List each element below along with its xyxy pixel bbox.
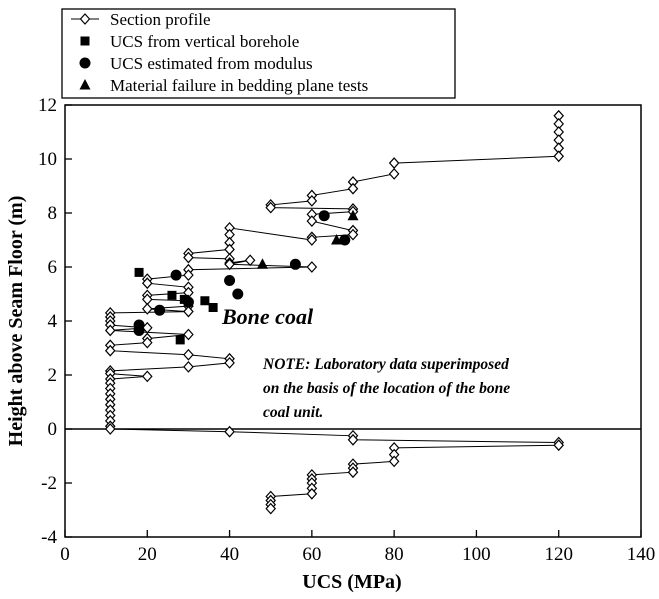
x-tick-label: 120 — [544, 544, 573, 565]
ucs-modulus-point — [339, 234, 351, 246]
section-profile-point — [306, 194, 318, 207]
ucs-borehole-point — [200, 296, 210, 306]
legend-label-ucs-from-modulus: UCS estimated from modulus — [110, 54, 313, 73]
section-profile-point — [347, 433, 359, 446]
section-profile-point — [183, 348, 194, 361]
ucs-modulus-point — [289, 258, 301, 270]
annotation-note-line-2: on the basis of the location of the bone — [263, 380, 510, 397]
ticks-layer: 0 20 40 60 80 100 120 140 -4 -2 0 2 4 6 8 10 12 — [38, 95, 655, 565]
legend-key-section-profile-point — [79, 13, 91, 25]
legend-label-bedding-plane-failure: Material failure in bedding plane tests — [110, 76, 368, 95]
y-tick-label: 6 — [48, 257, 58, 278]
x-tick-label: 0 — [60, 544, 70, 565]
ucs-borehole-point — [175, 335, 185, 345]
section-profile-point — [141, 370, 153, 383]
section-profile-point — [347, 466, 359, 479]
legend-keys — [71, 13, 99, 90]
section-profile-point — [265, 502, 277, 515]
section-profile-point — [388, 455, 400, 468]
x-tick-label: 140 — [627, 544, 656, 565]
section-profile-point — [183, 251, 194, 264]
x-tick-label: 40 — [220, 544, 239, 565]
ucs-borehole-point — [167, 290, 177, 300]
annotation-note-line-1: NOTE: Laboratory data superimposed — [262, 356, 509, 373]
section-profile-point — [347, 182, 359, 195]
x-tick-label: 80 — [385, 544, 404, 565]
y-axis-title: Height above Seam Floor (m) — [5, 196, 27, 447]
x-axis-title: UCS (MPa) — [302, 571, 401, 593]
ucs-modulus-point — [224, 275, 236, 286]
y-tick-label: 2 — [48, 365, 58, 386]
section-profile-point — [265, 201, 277, 214]
section-profile-point — [104, 423, 116, 435]
section-profile-point — [306, 215, 318, 227]
legend-label-section-profile: Section profile — [110, 10, 211, 29]
legend-key-ucs-modulus-point — [79, 57, 91, 69]
bedding-failure-point — [256, 258, 268, 269]
section-profile-point — [224, 356, 235, 369]
ucs-modulus-point — [232, 288, 244, 300]
y-tick-label: 8 — [48, 203, 58, 224]
y-tick-label: 10 — [38, 149, 57, 170]
bedding-failure-point — [347, 209, 359, 221]
ucs-borehole-point — [134, 267, 144, 277]
section-profile-point — [104, 344, 116, 357]
annotation-note-line-3: coal unit. — [263, 404, 323, 421]
x-tick-label: 100 — [462, 544, 491, 565]
section-profile-point — [141, 336, 153, 349]
legend: Section profile UCS from vertical boreho… — [61, 8, 456, 99]
y-tick-label: 12 — [38, 95, 57, 116]
ucs-modulus-point — [170, 269, 182, 281]
section-profile-point — [224, 258, 235, 271]
section-profile-line — [109, 115, 560, 509]
ucs-modulus-point — [133, 324, 145, 336]
section-profile-point — [553, 150, 565, 163]
section-profile-point — [306, 234, 318, 246]
section-profile-point — [388, 157, 400, 169]
y-tick-label: 4 — [48, 311, 58, 332]
annotation-bone-coal: Bone coal — [221, 304, 314, 329]
section-profile-point — [553, 439, 565, 452]
legend-key-ucs-borehole-point — [80, 36, 90, 46]
section-profile-point — [104, 324, 116, 337]
bedding-failure-point — [331, 234, 343, 245]
ucs-modulus-point — [318, 210, 330, 222]
section-profile-point — [224, 243, 235, 256]
series-layer — [104, 109, 565, 515]
legend-box — [61, 8, 456, 99]
y-tick-label: -2 — [41, 473, 57, 494]
y-tick-label: -4 — [41, 527, 57, 548]
section-profile-point — [306, 487, 318, 500]
section-profile-point — [183, 328, 194, 341]
section-profile-point — [183, 269, 194, 281]
section-profile-point — [306, 261, 318, 273]
x-tick-label: 20 — [138, 544, 157, 565]
section-profile-point — [183, 305, 194, 318]
ucs-borehole-point — [208, 303, 218, 312]
section-profile-point — [183, 361, 194, 373]
section-profile-point — [224, 425, 235, 438]
section-profile-point — [141, 277, 153, 290]
legend-label-ucs-vertical-borehole: UCS from vertical borehole — [110, 32, 299, 51]
y-tick-label: 0 — [48, 419, 58, 440]
section-profile-point — [388, 167, 400, 180]
ucs-modulus-point — [154, 304, 166, 316]
legend-key-bedding-failure-point — [79, 79, 91, 90]
section-profile-point — [244, 254, 256, 267]
x-tick-label: 60 — [302, 544, 321, 565]
ucs-modulus-point — [182, 296, 194, 308]
section-profile-point — [141, 302, 153, 315]
section-profile-point — [347, 228, 359, 241]
